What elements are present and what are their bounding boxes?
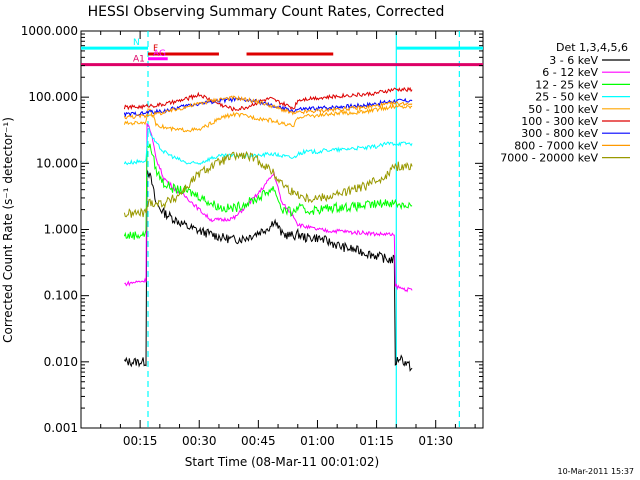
x-tick-label: 01:15 [359,434,394,448]
series-line [123,150,413,218]
legend-title: Det 1,3,4,5,6 [556,41,628,54]
series-line [123,143,413,240]
y-tick-label: 1000.000 [21,24,78,38]
flag-label: N [133,38,140,48]
x-tick-label: 00:30 [182,434,217,448]
vertical-markers [147,31,460,428]
x-tick-label: 01:30 [418,434,453,448]
series-line [123,127,413,166]
legend-label: 800 - 7000 keV [514,139,598,152]
y-tick-label: 1.000 [44,223,78,237]
y-tick-label: 0.100 [44,289,78,303]
legend-label: 7000 - 20000 keV [500,152,598,165]
series-line [123,86,413,112]
legend-label: 300 - 800 keV [521,127,598,140]
y-axis: 0.001 0.010 0.100 1.000 10.000 100.000 1000.00… [21,24,483,435]
footer-date: 10-Mar-2011 15:37 [558,467,635,476]
x-axis: 00:15 00:30 00:45 01:00 01:15 01:30 [80,31,476,448]
series-line [123,96,413,118]
plot-area: N FAG A1 [80,30,484,429]
legend-label: 3 - 6 keV [549,54,598,67]
chart-title: HESSI Observing Summary Count Rates, Cor… [88,4,445,20]
series-line [123,169,413,372]
series-line [124,122,413,293]
x-axis-label: Start Time (08-Mar-11 00:01:02) [185,455,379,469]
y-tick-label: 0.001 [44,421,78,435]
legend-label: 12 - 25 keV [535,78,598,91]
y-tick-label: 0.010 [44,355,78,369]
flag-bars: N FAG A1 [81,38,483,67]
x-tick-label: 01:00 [300,434,335,448]
legend-label: 100 - 300 keV [521,115,598,128]
series-lines [123,86,413,372]
flag-label: A1 [133,55,145,65]
series-line [123,103,413,133]
y-tick-label: 10.000 [36,156,78,170]
flag-label: F [153,44,158,54]
x-tick-label: 00:15 [123,434,158,448]
series-line [123,95,413,120]
y-tick-label: 100.000 [28,90,78,104]
flag-label: AG [153,49,166,59]
x-tick-label: 00:45 [241,434,276,448]
y-axis-label: Corrected Count Rate (s⁻¹ detector⁻¹) [1,117,15,343]
legend-label: 6 - 12 keV [542,66,598,79]
legend-label: 25 - 50 keV [535,91,598,104]
legend-label: 50 - 100 keV [528,103,598,116]
